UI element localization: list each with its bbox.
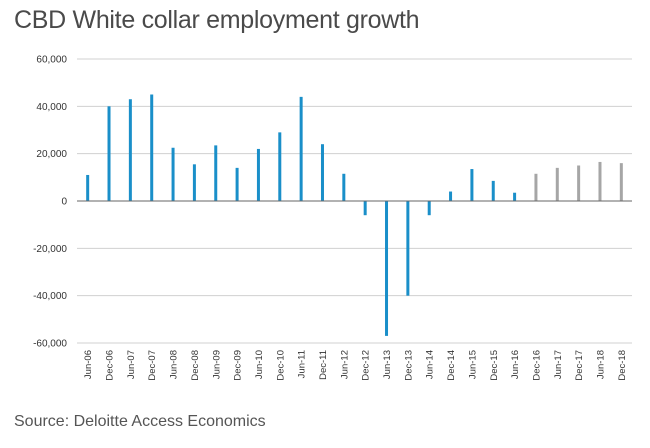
x-tick-label: Jun-12 (339, 350, 350, 379)
x-tick-label: Jun-09 (211, 350, 222, 379)
x-tick-label: Jun-08 (169, 350, 180, 379)
forecast-bar (577, 165, 581, 201)
bar (278, 132, 282, 201)
y-tick-label: -40,000 (33, 291, 67, 302)
bar (128, 99, 132, 201)
bar (235, 167, 239, 201)
y-tick-label: 0 (61, 197, 67, 208)
x-tick-label: Dec-14 (446, 350, 457, 381)
x-tick-label: Dec-12 (361, 350, 372, 381)
x-tick-label: Dec-08 (190, 350, 201, 381)
y-tick-label: 40,000 (36, 102, 67, 113)
bar (385, 201, 389, 336)
forecast-bar (598, 161, 602, 201)
bar (107, 106, 111, 201)
bar (320, 144, 324, 201)
chart-title: CBD White collar employment growth (14, 6, 420, 34)
x-tick-label: Jun-16 (510, 350, 521, 379)
bar (192, 164, 196, 201)
bar (470, 169, 474, 201)
bar (171, 147, 175, 201)
bar (513, 192, 517, 201)
x-tick-label: Dec-17 (574, 350, 585, 381)
x-tick-label: Jun-14 (425, 350, 436, 379)
bar (214, 145, 218, 201)
y-axis-ticks: 60,000 40,000 20,000 0 -20,000 -40,000 -60,000 (33, 55, 67, 350)
bar (363, 201, 367, 216)
forecast-bar (555, 167, 559, 201)
x-tick-label: Jun-10 (254, 350, 265, 379)
bar (256, 148, 260, 201)
bar (491, 180, 495, 201)
x-tick-label: Dec-16 (531, 350, 542, 381)
x-tick-label: Jun-11 (297, 350, 308, 378)
x-tick-label: Dec-11 (318, 350, 329, 380)
x-tick-label: Dec-15 (489, 350, 500, 381)
bar (299, 96, 303, 201)
gridlines (77, 58, 632, 344)
bar (406, 201, 410, 296)
source-note: Source: Deloitte Access Economics (14, 413, 266, 430)
y-tick-label: 60,000 (36, 55, 67, 66)
x-tick-label: Dec-18 (617, 350, 628, 381)
x-tick-label: Dec-10 (275, 350, 286, 381)
x-tick-label: Jun-06 (83, 350, 94, 379)
x-tick-label: Dec-06 (105, 350, 116, 381)
y-tick-label: 20,000 (36, 149, 67, 160)
x-tick-label: Jun-13 (382, 350, 393, 379)
x-tick-label: Dec-13 (403, 350, 414, 381)
bar (449, 191, 453, 201)
x-tick-label: Dec-07 (147, 350, 158, 381)
x-tick-label: Jun-18 (595, 350, 606, 379)
x-tick-label: Jun-15 (467, 350, 478, 379)
x-tick-label: Dec-09 (233, 350, 244, 381)
bar (342, 173, 346, 201)
forecast-bar (619, 163, 623, 201)
bar (150, 94, 154, 201)
x-axis-ticks: Jun-06 Dec-06 Jun-07 Dec-07 Jun-08 Dec-08 Jun-… (83, 350, 628, 381)
y-tick-label: -20,000 (33, 244, 67, 255)
x-tick-label: Jun-07 (126, 350, 137, 379)
forecast-bar (534, 173, 538, 201)
bar (427, 201, 431, 216)
y-tick-label: -60,000 (33, 339, 67, 350)
x-tick-label: Jun-17 (553, 350, 564, 379)
bar (86, 174, 90, 201)
bars (86, 94, 623, 336)
